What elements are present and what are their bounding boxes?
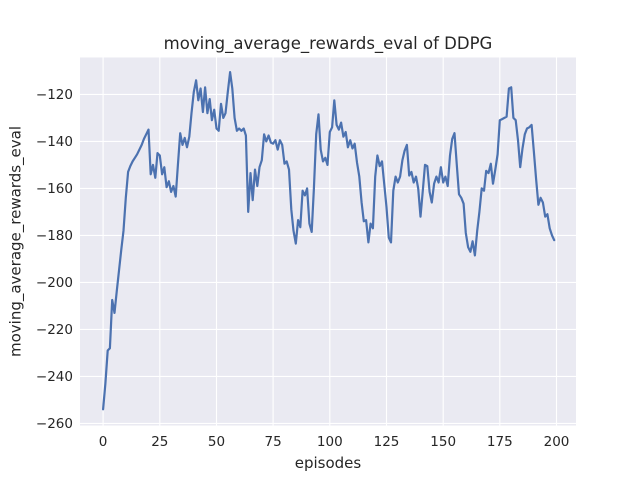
reward-line <box>102 71 556 411</box>
x-tick-label: 0 <box>99 434 108 450</box>
chart-title: moving_average_rewards_eval of DDPG <box>164 34 493 54</box>
plot-area: 0 25 50 75 100 125 150 175 200 −260 −240 −220 −200 −1… <box>36 57 576 450</box>
y-tick-label: −200 <box>36 275 73 291</box>
x-tick-label: 75 <box>265 434 282 450</box>
x-tick-label: 100 <box>317 434 343 450</box>
x-tick-label: 50 <box>208 434 225 450</box>
x-tick-label: 175 <box>487 434 513 450</box>
x-tick-label: 125 <box>374 434 400 450</box>
y-tick-label: −220 <box>36 322 73 338</box>
y-tick-label: −260 <box>36 416 73 432</box>
y-tick-label: −120 <box>36 87 73 103</box>
x-axis-label: episodes <box>295 454 362 472</box>
y-tick-label: −180 <box>36 228 73 244</box>
y-axis-label: moving_average_rewards_eval <box>7 126 26 357</box>
y-tick-label: −160 <box>36 181 73 197</box>
y-tick-label: −240 <box>36 369 73 385</box>
y-tick-label: −140 <box>36 134 73 150</box>
x-tick-label: 200 <box>544 434 570 450</box>
x-tick-label: 25 <box>151 434 168 450</box>
x-tick-label: 150 <box>430 434 456 450</box>
plot-background <box>80 57 576 426</box>
